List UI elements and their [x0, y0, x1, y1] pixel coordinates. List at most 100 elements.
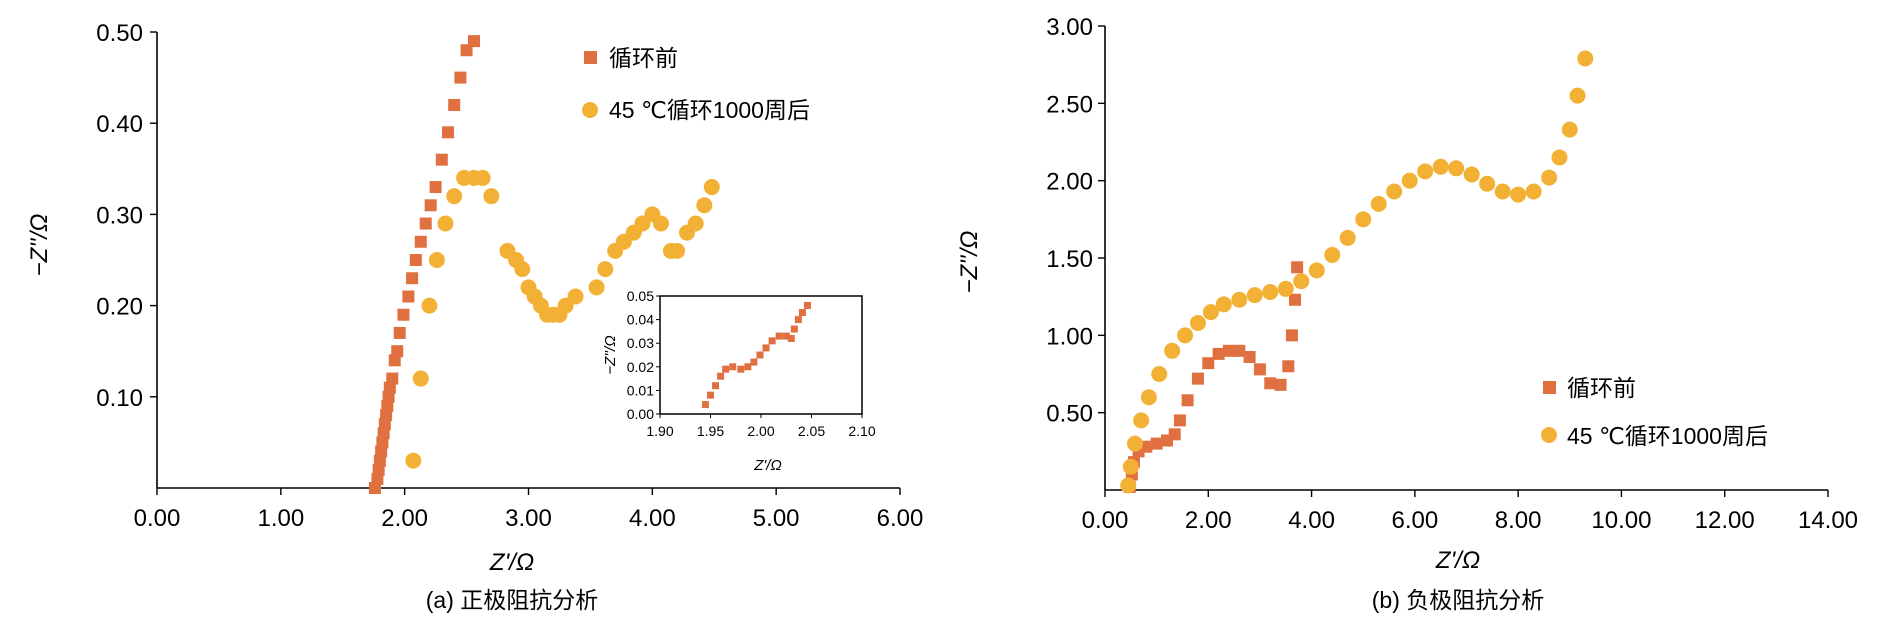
legend-b-after-marker	[1541, 427, 1557, 443]
inset-data-point	[762, 344, 770, 352]
data-point-square	[1253, 363, 1266, 376]
inset-y-tick-label: 0.02	[627, 359, 654, 375]
y-tick-label: 0.20	[96, 294, 143, 321]
y-tick-label: 1.50	[1046, 246, 1093, 273]
data-point-square	[372, 463, 385, 476]
data-point-circle	[1448, 160, 1465, 177]
data-point-circle	[669, 242, 686, 259]
chart-b-y-label: −Z''/Ω	[956, 231, 983, 294]
data-point-square	[402, 290, 415, 303]
data-point-circle	[1308, 262, 1325, 279]
data-point-square	[380, 409, 393, 422]
data-point-circle	[1231, 291, 1248, 308]
inset-data-point	[803, 301, 811, 309]
inset-y-tick-label: 0.03	[627, 335, 654, 351]
inset-y-tick-label: 0.04	[627, 312, 654, 328]
data-point-square	[448, 98, 461, 111]
data-point-circle	[1293, 273, 1310, 290]
data-point-square	[391, 345, 404, 358]
data-point-square	[1168, 428, 1181, 441]
inset-data-point	[701, 401, 709, 409]
data-point-circle	[1417, 163, 1434, 180]
data-point-circle	[1463, 166, 1480, 183]
y-tick-label: 2.00	[1046, 169, 1093, 196]
y-tick-label: 0.40	[96, 111, 143, 138]
chart-a-y-label: −Z''/Ω	[26, 214, 53, 277]
data-point-square	[442, 126, 455, 139]
data-point-circle	[428, 252, 445, 268]
data-point-circle	[421, 297, 438, 314]
legend-b-after-label: 45 ℃循环1000周后	[1567, 423, 1768, 449]
data-point-circle	[1510, 186, 1527, 203]
legend-b-before-marker	[1543, 381, 1556, 394]
data-point-circle	[1525, 183, 1542, 200]
chart-b-axes	[1104, 26, 1828, 491]
data-point-square	[368, 482, 381, 494]
data-point-circle	[1122, 458, 1139, 475]
inset-data-point	[737, 365, 745, 373]
data-point-circle	[1140, 389, 1157, 406]
data-point-circle	[405, 452, 422, 469]
x-tick-label: 2.00	[1185, 507, 1232, 534]
data-point-square	[1291, 261, 1304, 274]
inset-data-point	[794, 316, 802, 324]
data-point-circle	[1177, 327, 1194, 344]
inset-x-tick-label: 2.05	[798, 423, 825, 439]
data-point-square	[468, 35, 481, 48]
data-point-circle	[483, 188, 500, 205]
inset-data-point	[775, 332, 783, 340]
data-point-circle	[1202, 304, 1219, 321]
chart-a-series-after	[405, 169, 720, 469]
data-point-circle	[1262, 284, 1279, 301]
inset-data-point	[798, 309, 806, 317]
x-tick-label: 4.00	[1288, 507, 1335, 534]
data-point-circle	[1386, 183, 1403, 200]
data-point-circle	[1541, 169, 1558, 186]
inset-data-point	[707, 391, 714, 399]
data-point-square	[1191, 372, 1204, 385]
data-point-square	[1202, 357, 1215, 370]
data-point-circle	[1577, 50, 1594, 67]
inset-data-point	[750, 358, 758, 366]
data-point-square	[414, 235, 427, 248]
data-point-square	[382, 390, 395, 403]
data-point-circle	[1370, 195, 1387, 212]
y-tick-label: 1.00	[1046, 323, 1093, 350]
data-point-square	[1173, 414, 1186, 427]
chart-a-inset: 0.00 0.01 0.02 0.03 0.04 0.05 1.90 1.95 2.00 2.0…	[602, 288, 876, 474]
data-point-square	[373, 454, 386, 467]
data-point-square	[386, 372, 399, 385]
chart-b-caption: (b) 负极阻抗分析	[1372, 587, 1545, 613]
x-tick-label: 1.00	[257, 505, 304, 532]
x-tick-label: 8.00	[1495, 507, 1542, 534]
inset-y-label: −Z''/Ω	[602, 335, 619, 374]
data-point-square	[406, 272, 419, 285]
data-point-circle	[474, 169, 491, 186]
x-tick-label: 12.00	[1695, 507, 1755, 534]
x-tick-label: 3.00	[505, 505, 552, 532]
data-point-square	[378, 418, 391, 431]
inset-series-before	[701, 301, 811, 409]
data-point-circle	[1355, 211, 1372, 228]
data-point-circle	[696, 197, 713, 214]
inset-x-tick-label: 2.00	[747, 423, 774, 439]
x-tick-label: 6.00	[877, 505, 924, 532]
data-point-circle	[1401, 172, 1418, 189]
data-point-square	[375, 445, 388, 458]
x-tick-label: 2.00	[381, 505, 428, 532]
data-point-circle	[1120, 477, 1137, 494]
chart-a-x-ticks: 0.00 1.00 2.00 3.00 4.00 5.00 6.00	[134, 488, 924, 532]
data-point-square	[1233, 344, 1246, 357]
y-tick-label: 0.30	[96, 202, 143, 229]
legend-b-before-label: 循环前	[1567, 375, 1636, 401]
inset-y-tick-label: 0.01	[627, 382, 654, 398]
data-point-circle	[412, 370, 429, 387]
data-point-circle	[1164, 342, 1181, 359]
data-point-circle	[446, 188, 463, 205]
data-point-circle	[514, 261, 531, 278]
data-point-square	[424, 199, 437, 212]
anode-impedance-chart: 0.50 1.00 1.50 2.00 2.50 3.00 0.00 2.00 4.00 6.0…	[956, 14, 1858, 613]
chart-a-caption: (a) 正极阻抗分析	[426, 587, 599, 613]
legend-a-before-marker	[584, 51, 597, 64]
inset-data-point	[756, 351, 764, 359]
